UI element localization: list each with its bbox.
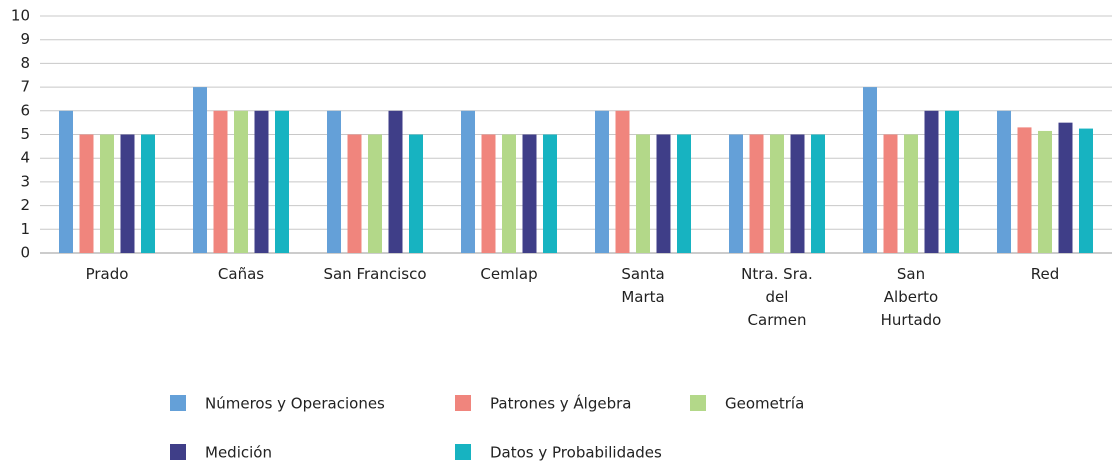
bar xyxy=(729,134,743,253)
y-tick-label: 5 xyxy=(20,125,30,143)
legend-label: Medición xyxy=(205,444,272,462)
x-tick-label: Prado xyxy=(85,265,129,283)
y-tick-label: 7 xyxy=(20,78,30,96)
bar xyxy=(615,110,630,253)
y-tick-label: 3 xyxy=(20,172,30,190)
bar xyxy=(461,110,475,253)
bar xyxy=(1017,127,1032,253)
x-tick-label: San Alberto Hurtado xyxy=(880,265,942,329)
y-tick-label: 1 xyxy=(20,220,30,238)
bar xyxy=(656,134,671,253)
y-tick-label: 6 xyxy=(20,101,30,119)
bar xyxy=(1079,128,1093,253)
bar xyxy=(254,110,269,253)
legend-swatch xyxy=(455,395,471,411)
bar xyxy=(388,110,403,253)
bar xyxy=(79,134,94,253)
bar xyxy=(409,134,423,253)
x-tick-label: Santa Marta xyxy=(621,265,665,306)
y-tick-label: 8 xyxy=(20,54,30,72)
bar xyxy=(543,134,557,253)
bar xyxy=(213,110,228,253)
legend-swatch xyxy=(690,395,706,411)
bar xyxy=(100,134,114,253)
bar xyxy=(234,110,248,253)
x-tick-label: San Francisco xyxy=(323,265,427,283)
bar xyxy=(193,87,207,253)
legend-label: Datos y Probabilidades xyxy=(490,444,662,462)
x-tick-label: Red xyxy=(1030,265,1060,283)
y-tick-label: 0 xyxy=(20,244,30,262)
y-tick-label: 10 xyxy=(11,7,30,25)
bar xyxy=(275,110,289,253)
legend-swatch xyxy=(170,444,186,460)
y-tick-label: 2 xyxy=(20,196,30,214)
bar xyxy=(347,134,362,253)
bar xyxy=(502,134,516,253)
bar xyxy=(522,134,537,253)
bar xyxy=(481,134,496,253)
legend-label: Números y Operaciones xyxy=(205,395,385,413)
x-tick-label: Ntra. Sra. del Carmen xyxy=(741,265,813,329)
bar xyxy=(1058,122,1073,254)
legend-swatch xyxy=(170,395,186,411)
legend-label: Geometría xyxy=(725,395,804,413)
bar xyxy=(1038,130,1052,253)
bar xyxy=(120,134,135,253)
y-tick-label: 9 xyxy=(20,30,30,48)
bar xyxy=(997,110,1011,253)
bar xyxy=(141,134,155,253)
bar xyxy=(636,134,650,253)
bar xyxy=(677,134,691,253)
bar xyxy=(945,110,959,253)
bar xyxy=(749,134,764,253)
bar xyxy=(770,134,784,253)
legend-swatch xyxy=(455,444,471,460)
bar xyxy=(811,134,825,253)
x-tick-label: Cemlap xyxy=(480,265,538,283)
bar xyxy=(595,110,609,253)
x-tick-label: Cañas xyxy=(217,265,265,283)
legend-label: Patrones y Álgebra xyxy=(490,394,631,413)
bar xyxy=(327,110,341,253)
bar xyxy=(883,134,898,253)
bar xyxy=(790,134,805,253)
bar xyxy=(368,134,382,253)
bar xyxy=(863,87,877,253)
bar xyxy=(904,134,918,253)
y-tick-label: 4 xyxy=(20,149,30,167)
bar xyxy=(59,110,73,253)
bar xyxy=(924,110,939,253)
